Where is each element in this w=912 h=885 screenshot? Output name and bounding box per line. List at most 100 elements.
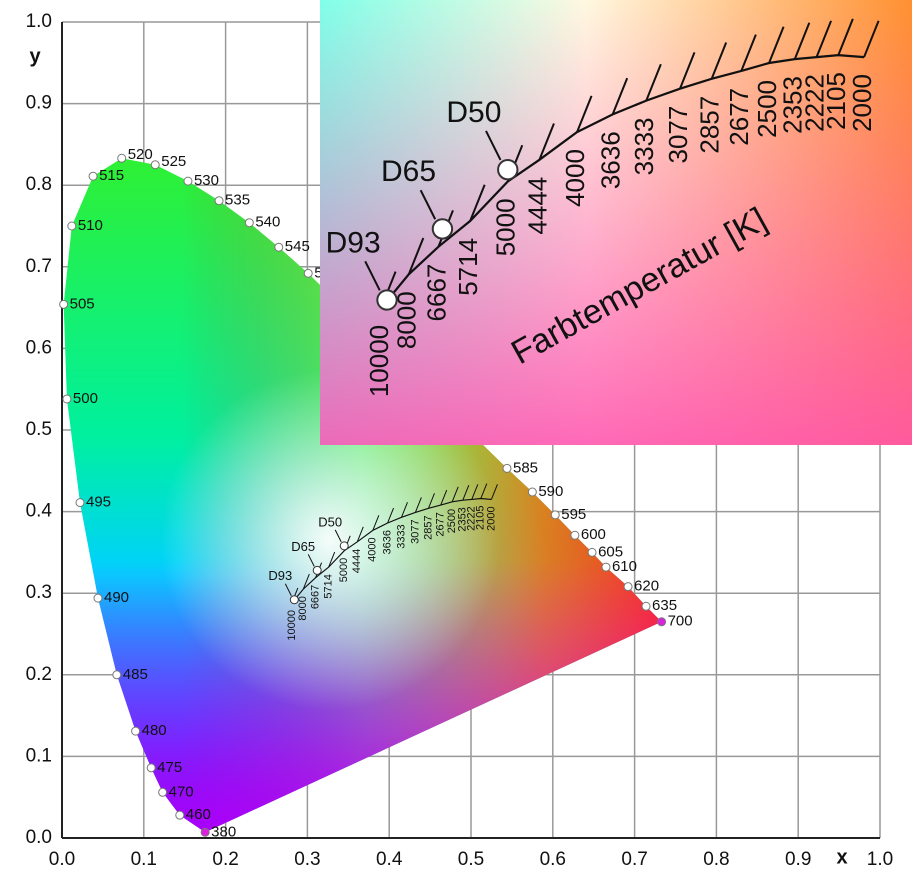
wavelength-label: 700 (668, 613, 693, 630)
wavelength-label: 515 (99, 167, 124, 184)
temperature-label: 2677 (435, 512, 447, 536)
temperature-label: 3636 (381, 530, 393, 554)
x-tick-label: 0.0 (49, 849, 75, 870)
isotherm (356, 526, 364, 542)
y-tick-label: 0.1 (26, 745, 52, 766)
isotherm-inset (407, 237, 425, 275)
temperature-label-inset: 3333 (629, 117, 659, 175)
wavelength-label: 485 (123, 666, 148, 683)
x-tick-label: 0.6 (540, 849, 566, 870)
temperature-label-inset: 2500 (752, 80, 782, 138)
temperature-label-inset: 2000 (847, 74, 877, 132)
wavelength-label: 635 (652, 597, 677, 614)
isotherm (427, 493, 435, 509)
isotherm (440, 489, 448, 506)
x-tick-label: 1.0 (867, 849, 893, 870)
y-tick-label: 0.6 (26, 337, 52, 358)
x-tick-label: 0.8 (703, 849, 729, 870)
temperature-label-inset: 5714 (453, 238, 483, 296)
isotherm (372, 515, 380, 531)
y-tick-label: 0.7 (26, 256, 52, 277)
wavelength-label: 545 (285, 238, 310, 255)
wavelength-marker (601, 562, 611, 572)
white-point-label: D93 (268, 568, 292, 583)
wavelength-label: 500 (73, 390, 98, 407)
wavelength-marker (244, 218, 254, 228)
x-tick-label: 0.9 (785, 849, 811, 870)
temperature-label: 3333 (395, 524, 407, 548)
temperature-label-inset: 5000 (491, 198, 521, 256)
y-tick-label: 0.0 (26, 827, 52, 848)
isotherm-inset (815, 20, 833, 58)
isotherm-inset (469, 184, 486, 222)
wavelength-marker (502, 463, 512, 473)
x-tick-label: 0.2 (212, 849, 238, 870)
temperature-label: 3077 (409, 519, 421, 543)
wavelength-marker (67, 221, 77, 231)
y-tick-label: 0.2 (26, 664, 52, 685)
isotherm-inset (679, 52, 696, 90)
x-tick-label: 0.4 (376, 849, 403, 870)
y-tick-label: 0.3 (26, 582, 52, 603)
white-point-leader (284, 583, 292, 596)
wavelength-label: 475 (157, 759, 182, 776)
wavelength-marker (75, 498, 85, 508)
white-point (312, 565, 322, 575)
wavelength-label: 585 (513, 459, 538, 476)
wavelength-label: 520 (128, 146, 153, 163)
wavelength-marker (59, 299, 69, 309)
isotherm (490, 484, 498, 500)
isotherm-inset (740, 34, 757, 72)
temperature-label-inset: 3636 (596, 131, 626, 189)
wavelength-label: 495 (86, 494, 111, 511)
temperature-label-inset: 3077 (663, 106, 693, 164)
y-tick-label: 0.5 (26, 419, 52, 440)
white-point-leader-inset (364, 260, 381, 291)
wavelength-label: 525 (161, 153, 186, 170)
temperature-label: 4000 (367, 537, 379, 561)
white-point-inset (431, 218, 454, 240)
isotherm (401, 502, 408, 518)
isotherm-inset (710, 42, 728, 80)
isotherm (451, 486, 459, 502)
x-tick-label: 0.7 (621, 849, 647, 870)
wavelength-marker (570, 530, 580, 540)
temperature-label-inset: 6667 (421, 264, 451, 322)
temperature-label: 2500 (446, 509, 458, 533)
temperature-label: 2105 (475, 506, 487, 530)
isotherm (462, 484, 470, 501)
wavelength-marker (62, 394, 72, 404)
wavelength-label: 460 (186, 806, 211, 823)
isotherm-inset (645, 63, 662, 101)
temperature-label: 2353 (457, 507, 469, 531)
wavelength-label: 380 (211, 823, 236, 840)
x-tick-label: 0.3 (294, 849, 320, 870)
isotherm-inset (611, 77, 629, 115)
wavelength-marker (641, 601, 651, 611)
wavelength-label: 600 (581, 526, 606, 543)
wavelength-label: 510 (78, 217, 103, 234)
white-point-label: D65 (291, 539, 315, 554)
wavelength-marker (274, 242, 284, 252)
wavelength-marker (150, 160, 160, 170)
white-point-leader-inset (419, 189, 437, 220)
wavelength-label: 605 (598, 543, 623, 560)
white-point-inset (376, 289, 398, 311)
wavelength-marker (117, 153, 127, 163)
wavelength-marker (587, 547, 597, 557)
isotherm-inset (538, 123, 555, 161)
y-tick-label: 0.8 (26, 174, 52, 195)
wavelength-marker (214, 196, 224, 206)
y-axis-label: y (29, 45, 41, 67)
temperature-label: 5000 (338, 558, 350, 582)
wavelength-label: 610 (612, 558, 637, 575)
isotherm (480, 483, 488, 499)
wavelength-marker (146, 763, 156, 773)
isotherm-inset (576, 95, 593, 133)
wavelength-label: 535 (225, 192, 250, 209)
wavelength-label: 540 (255, 214, 280, 231)
wavelength-label: 590 (538, 483, 563, 500)
white-point-inset (497, 158, 519, 181)
isotherm-inset (768, 26, 785, 64)
